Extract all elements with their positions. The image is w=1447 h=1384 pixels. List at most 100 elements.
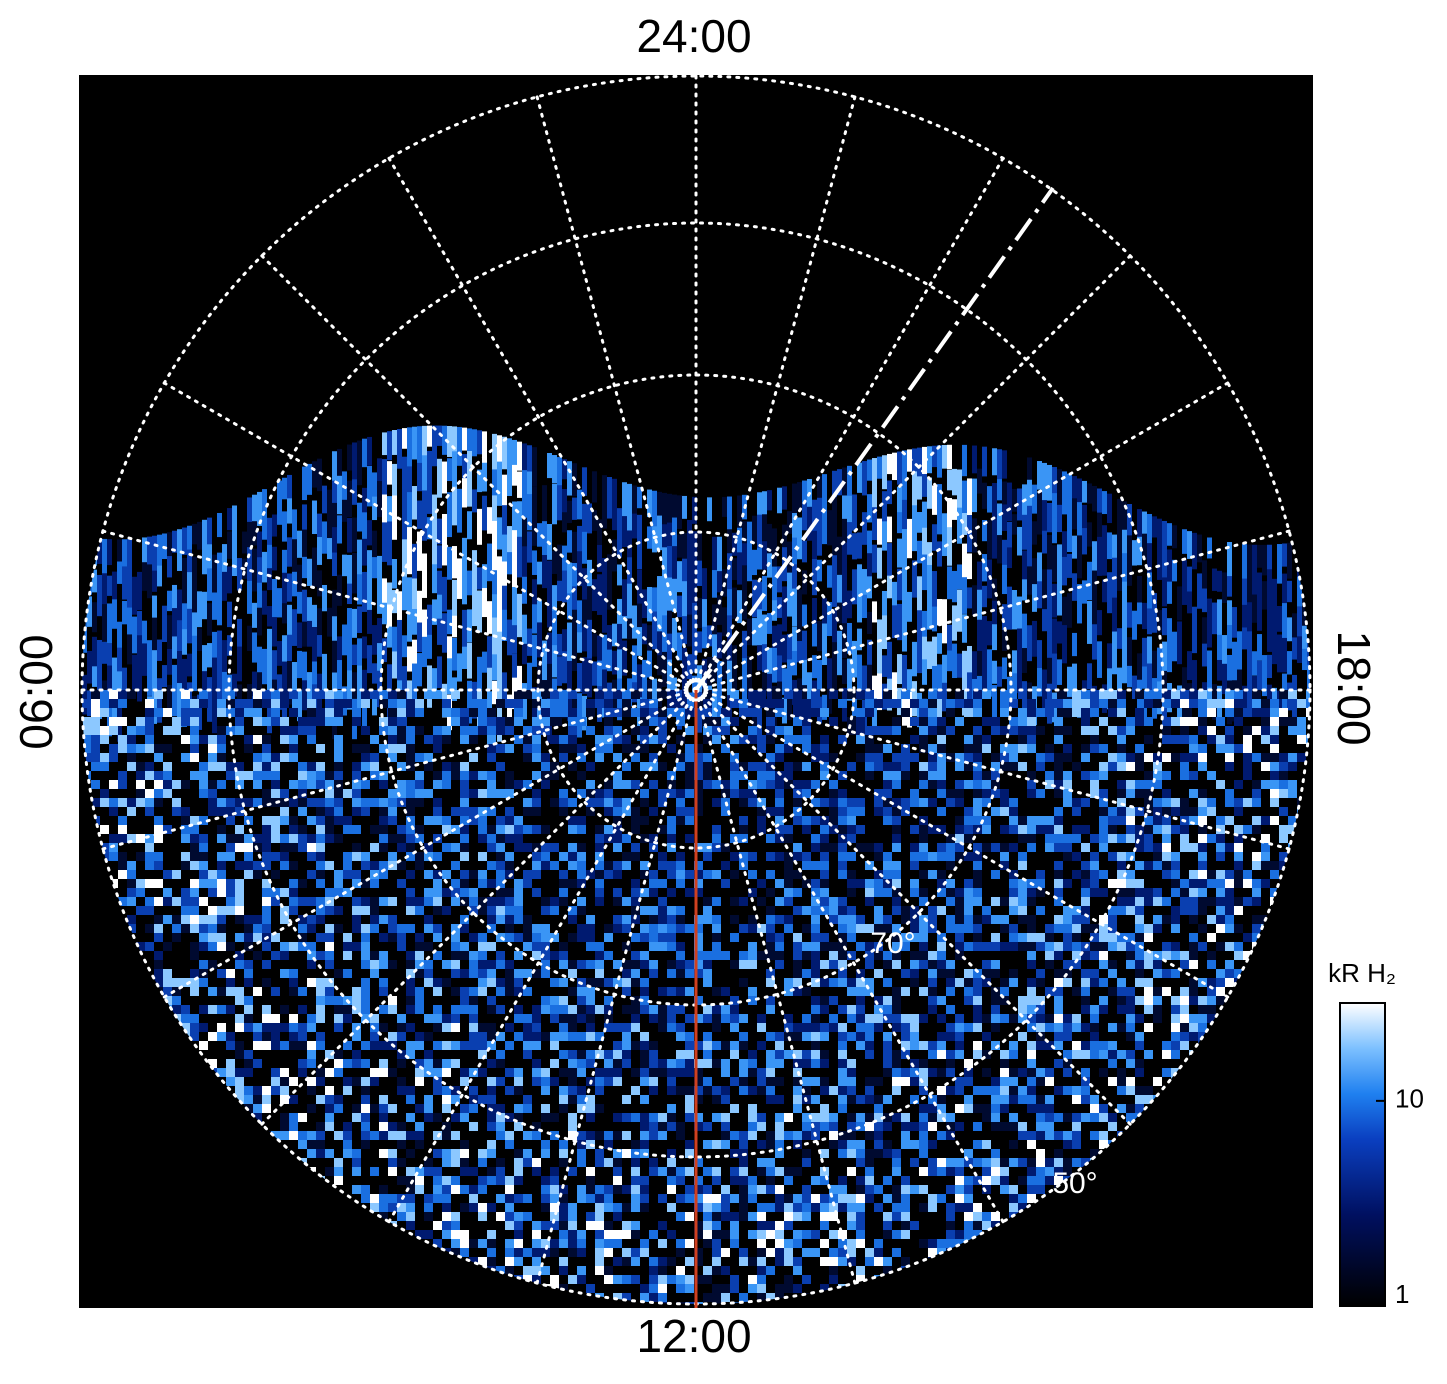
emission-pixel — [352, 843, 361, 852]
emission-pixel — [1072, 987, 1081, 996]
emission-streak — [532, 634, 537, 667]
emission-pixel — [451, 771, 460, 780]
emission-pixel — [379, 1095, 388, 1104]
emission-pixel — [379, 807, 388, 816]
emission-pixel — [352, 870, 361, 879]
emission-streak — [342, 499, 347, 522]
emission-pixel — [1063, 879, 1072, 888]
emission-streak — [592, 579, 597, 612]
emission-pixel — [235, 1086, 244, 1095]
emission-pixel — [316, 834, 325, 843]
emission-streak — [207, 603, 212, 636]
emission-pixel — [1180, 996, 1189, 1005]
emission-pixel — [91, 744, 100, 753]
emission-pixel — [298, 987, 307, 996]
emission-pixel — [1279, 807, 1288, 816]
emission-pixel — [1099, 1041, 1108, 1050]
emission-pixel — [352, 1104, 361, 1113]
emission-streak — [267, 694, 272, 734]
emission-pixel — [919, 843, 928, 852]
emission-pixel — [568, 843, 577, 852]
emission-pixel — [370, 897, 379, 906]
emission-pixel — [190, 771, 199, 780]
emission-pixel — [1009, 942, 1018, 951]
emission-streak — [422, 425, 427, 459]
emission-pixel — [235, 771, 244, 780]
emission-pixel — [712, 870, 721, 879]
emission-pixel — [298, 762, 307, 771]
emission-pixel — [469, 1023, 478, 1032]
emission-pixel — [658, 798, 667, 807]
emission-streak — [982, 446, 987, 477]
emission-pixel — [550, 933, 559, 942]
emission-pixel — [802, 1014, 811, 1023]
emission-pixel — [505, 924, 514, 933]
emission-streak — [757, 547, 762, 570]
emission-pixel — [1081, 1077, 1090, 1086]
emission-pixel — [712, 717, 721, 726]
emission-streak — [882, 521, 887, 551]
emission-streak — [712, 536, 717, 571]
emission-pixel — [442, 780, 451, 789]
emission-pixel — [397, 825, 406, 834]
emission-streak — [202, 553, 207, 575]
emission-pixel — [910, 879, 919, 888]
emission-streak — [617, 678, 622, 721]
emission-streak — [437, 656, 442, 688]
emission-streak — [672, 494, 677, 518]
emission-pixel — [181, 816, 190, 825]
emission-pixel — [946, 978, 955, 987]
emission-pixel — [802, 1086, 811, 1095]
emission-pixel — [865, 1086, 874, 1095]
emission-streak — [777, 681, 782, 703]
emission-pixel — [496, 834, 505, 843]
emission-pixel — [982, 816, 991, 825]
emission-streak — [402, 489, 407, 519]
emission-streak — [922, 554, 927, 591]
emission-pixel — [235, 897, 244, 906]
emission-pixel — [892, 1059, 901, 1068]
emission-pixel — [1252, 852, 1261, 861]
emission-pixel — [1036, 1023, 1045, 1032]
emission-pixel — [685, 726, 694, 735]
emission-pixel — [1063, 1014, 1072, 1023]
emission-pixel — [559, 735, 568, 744]
emission-streak — [967, 672, 972, 704]
emission-pixel — [370, 879, 379, 888]
emission-pixel — [1135, 717, 1144, 726]
emission-pixel — [361, 987, 370, 996]
emission-pixel — [973, 852, 982, 861]
emission-streak — [402, 666, 407, 701]
emission-pixel — [181, 807, 190, 816]
emission-pixel — [1054, 1041, 1063, 1050]
emission-pixel — [154, 771, 163, 780]
emission-streak — [497, 605, 502, 633]
emission-pixel — [802, 906, 811, 915]
emission-pixel — [1099, 825, 1108, 834]
emission-pixel — [1162, 771, 1171, 780]
emission-pixel — [613, 915, 622, 924]
emission-pixel — [109, 699, 118, 708]
emission-streak — [102, 641, 107, 664]
emission-streak — [577, 489, 582, 520]
emission-pixel — [1126, 1077, 1135, 1086]
emission-pixel — [253, 771, 262, 780]
emission-streak — [837, 602, 842, 624]
emission-streak — [902, 552, 907, 592]
emission-streak — [687, 583, 692, 617]
emission-pixel — [946, 789, 955, 798]
emission-streak — [782, 697, 787, 724]
emission-streak — [1007, 482, 1012, 522]
emission-streak — [267, 517, 272, 557]
emission-pixel — [622, 852, 631, 861]
emission-pixel — [1252, 690, 1261, 699]
emission-pixel — [505, 906, 514, 915]
emission-pixel — [253, 834, 262, 843]
emission-pixel — [1252, 816, 1261, 825]
emission-pixel — [712, 951, 721, 960]
emission-pixel — [505, 699, 514, 708]
emission-streak — [527, 494, 532, 531]
emission-pixel — [595, 861, 604, 870]
emission-streak — [252, 632, 257, 663]
emission-pixel — [577, 1104, 586, 1113]
